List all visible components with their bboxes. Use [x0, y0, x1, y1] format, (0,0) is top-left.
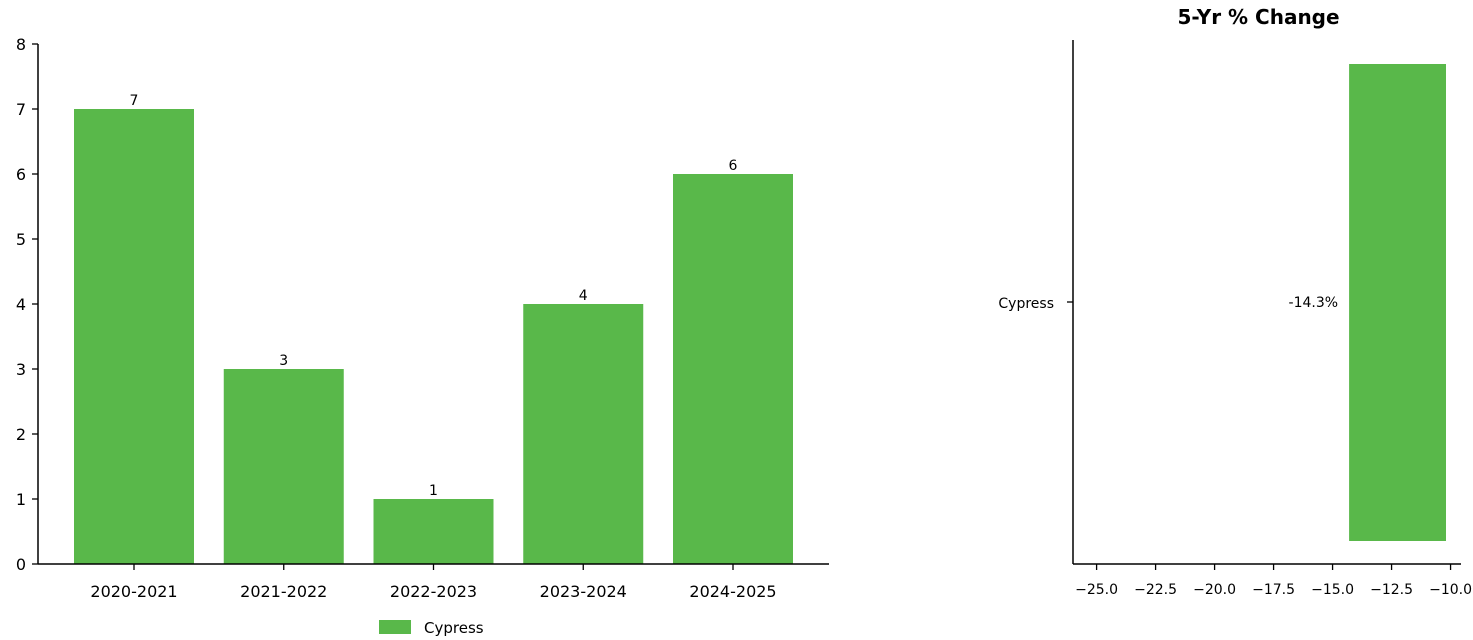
y-tick-label: 8 — [16, 35, 26, 54]
bar-value-label: 6 — [729, 158, 738, 174]
bar — [223, 369, 344, 564]
y-tick-label: 6 — [16, 165, 26, 184]
y-tick-label: 4 — [16, 295, 26, 314]
y-tick-label: Cypress — [998, 296, 1054, 312]
legend-label: Cypress — [424, 619, 484, 637]
y-tick-label: 2 — [16, 425, 26, 444]
y-tick-label: 5 — [16, 230, 26, 249]
y-tick-label: 3 — [16, 360, 26, 379]
y-tick-label: 0 — [16, 555, 26, 574]
bar — [373, 499, 494, 564]
bar — [523, 304, 644, 564]
x-tick-label: −15.0 — [1311, 582, 1354, 598]
x-tick-label: 2021-2022 — [240, 582, 327, 601]
x-tick-label: −20.0 — [1193, 582, 1236, 598]
x-tick-label: −25.0 — [1075, 582, 1118, 598]
x-tick-label: −17.5 — [1252, 582, 1295, 598]
x-tick-label: −22.5 — [1134, 582, 1177, 598]
x-tick-label: −10.0 — [1429, 582, 1472, 598]
x-tick-label: 2024-2025 — [689, 582, 776, 601]
y-tick-label: 7 — [16, 100, 26, 119]
bar — [1349, 64, 1446, 541]
bar-value-label: -14.3% — [1289, 295, 1339, 311]
x-tick-label: 2023-2024 — [540, 582, 627, 601]
x-tick-label: 2022-2023 — [390, 582, 477, 601]
bar — [74, 109, 194, 564]
bar-value-label: 7 — [130, 93, 139, 109]
x-tick-label: 2020-2021 — [90, 582, 177, 601]
legend-swatch — [379, 620, 411, 634]
bar — [673, 174, 793, 564]
bar-value-label: 1 — [429, 483, 438, 499]
bar-value-label: 4 — [579, 288, 588, 304]
x-tick-label: −12.5 — [1370, 582, 1413, 598]
chart-title: 5-Yr % Change — [1177, 5, 1339, 29]
y-tick-label: 1 — [16, 490, 26, 509]
bar-value-label: 3 — [279, 353, 288, 369]
